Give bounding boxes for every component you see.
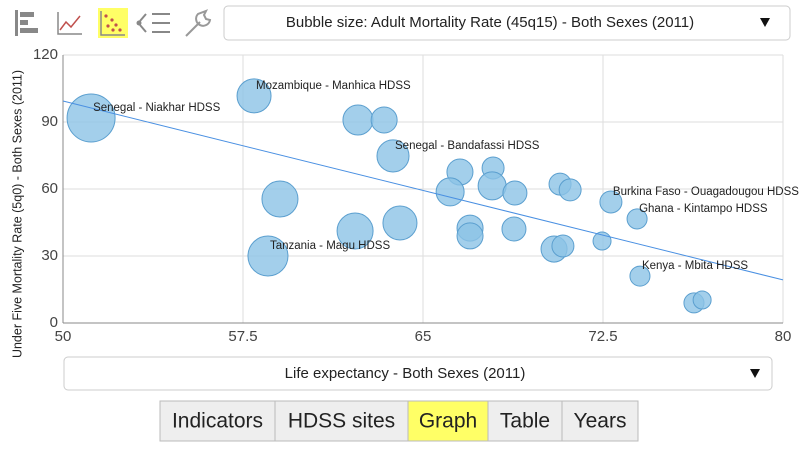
- bubble[interactable]: [692, 290, 712, 310]
- bubble[interactable]: [502, 180, 528, 206]
- scatter-icon[interactable]: [98, 8, 128, 38]
- bubble-label: Senegal - Niakhar HDSS: [93, 102, 221, 114]
- y-tick-label: 60: [41, 180, 58, 197]
- bubble[interactable]: [66, 93, 116, 143]
- tab-background: [274, 400, 409, 442]
- bubble-label: Kenya - Mbita HDSS: [642, 260, 748, 272]
- bubble[interactable]: [477, 171, 507, 201]
- tab-label: Indicators: [172, 410, 263, 433]
- x-tick-label: 80: [775, 328, 792, 345]
- select-text: Bubble size: Adult Mortality Rate (45q15…: [286, 14, 694, 31]
- x-axis-select[interactable]: Life expectancy - Both Sexes (2011): [63, 356, 773, 391]
- bubble[interactable]: [336, 212, 374, 250]
- bubble[interactable]: [236, 78, 272, 114]
- list-icon[interactable]: [136, 13, 171, 33]
- tab-bar: Indicators HDSS sites Graph Table Years: [159, 400, 639, 442]
- bubble[interactable]: [551, 234, 575, 258]
- tab-background: [561, 400, 639, 442]
- tab-label: HDSS sites: [288, 410, 395, 433]
- bubble[interactable]: [629, 265, 651, 287]
- line-chart-icon[interactable]: [57, 12, 82, 35]
- bubble[interactable]: [376, 139, 410, 173]
- bubble-label: Senegal - Bandafassi HDSS: [395, 140, 540, 152]
- bubble[interactable]: [370, 106, 398, 134]
- tab-label: Graph: [419, 410, 477, 433]
- tab[interactable]: HDSS sites: [274, 400, 409, 442]
- tab-label: Years: [574, 410, 627, 433]
- select-text: Life expectancy - Both Sexes (2011): [285, 365, 526, 382]
- tab[interactable]: Table: [487, 400, 563, 442]
- bubble[interactable]: [558, 178, 582, 202]
- bubbles: [66, 78, 712, 314]
- x-tick-label: 57.5: [228, 328, 257, 345]
- bar-chart-icon[interactable]: [15, 10, 38, 36]
- y-tick-label: 30: [41, 247, 58, 264]
- bubble[interactable]: [599, 190, 623, 214]
- settings-icon[interactable]: [185, 9, 212, 37]
- x-tick-label: 72.5: [588, 328, 617, 345]
- bubble[interactable]: [435, 177, 465, 207]
- bubble[interactable]: [626, 208, 648, 230]
- trend-line: [62, 100, 784, 281]
- bubble[interactable]: [382, 205, 418, 241]
- x-tick-label: 50: [55, 328, 72, 345]
- tab-background: [487, 400, 563, 442]
- bubble[interactable]: [501, 216, 527, 242]
- bubble-label: Burkina Faso - Ouagadougou HDSS: [613, 186, 799, 198]
- tab-background: [407, 400, 489, 442]
- y-tick-label: 0: [50, 314, 58, 331]
- bubble-label: Mozambique - Manhica HDSS: [256, 80, 411, 92]
- tab[interactable]: Years: [561, 400, 639, 442]
- bubble[interactable]: [247, 235, 289, 277]
- bubble-label: Ghana - Kintampo HDSS: [639, 203, 768, 215]
- y-axis-label: Under Five Mortality Rate (5q0) - Both S…: [10, 70, 24, 358]
- tab-background: [159, 400, 276, 442]
- bubble[interactable]: [342, 104, 374, 136]
- bubble[interactable]: [261, 180, 299, 218]
- bubble[interactable]: [456, 222, 484, 250]
- bubble-size-select[interactable]: Bubble size: Adult Mortality Rate (45q15…: [223, 5, 791, 41]
- tab-label: Table: [500, 410, 550, 433]
- plot-area: 0 30 60 90 120 50 57.5 65 72.5 80 Senegal - Niakha…: [33, 46, 799, 345]
- bubble-label: Tanzania - Magu HDSS: [270, 240, 390, 252]
- x-tick-label: 65: [415, 328, 432, 345]
- y-tick-label: 120: [33, 46, 58, 63]
- y-tick-label: 90: [41, 113, 58, 130]
- tab[interactable]: Graph: [407, 400, 489, 442]
- tab[interactable]: Indicators: [159, 400, 276, 442]
